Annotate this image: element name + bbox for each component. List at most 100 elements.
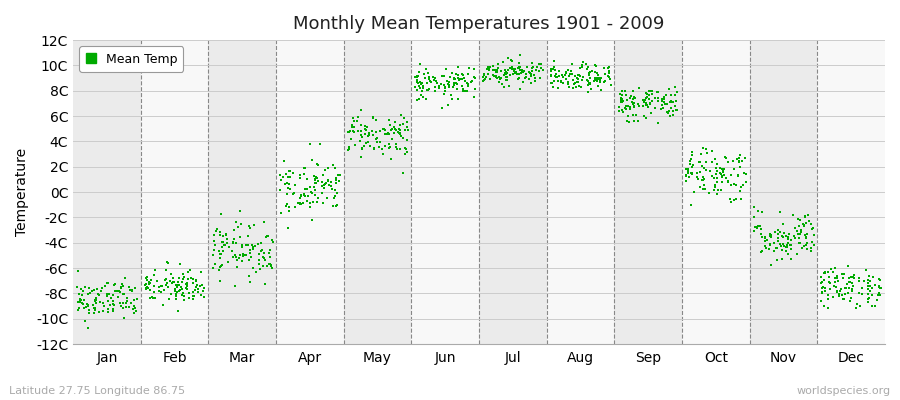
Point	[729, 196, 743, 202]
Point	[670, 98, 684, 104]
Point	[455, 87, 470, 94]
Point	[614, 99, 628, 106]
Point	[632, 85, 646, 91]
Point	[117, 315, 131, 321]
Point	[513, 67, 527, 73]
Point	[305, 216, 320, 223]
Point	[644, 88, 659, 94]
Point	[707, 174, 722, 181]
Point	[454, 76, 469, 82]
Point	[832, 292, 846, 299]
Point	[615, 96, 629, 102]
Point	[827, 283, 842, 289]
Point	[559, 69, 573, 75]
Point	[175, 284, 189, 290]
Point	[398, 127, 412, 134]
Point	[207, 247, 221, 253]
Point	[804, 248, 818, 255]
Point	[342, 143, 356, 150]
Point	[282, 208, 296, 214]
Point	[571, 72, 585, 78]
Point	[764, 261, 778, 268]
Point	[166, 275, 180, 281]
Point	[168, 282, 183, 288]
Point	[284, 174, 298, 180]
Point	[863, 278, 878, 284]
Point	[226, 254, 240, 260]
Point	[106, 302, 121, 308]
Point	[708, 156, 723, 162]
Point	[525, 64, 539, 71]
Point	[669, 107, 683, 113]
Point	[158, 276, 173, 282]
Point	[594, 75, 608, 81]
Point	[332, 178, 347, 184]
Point	[210, 226, 224, 232]
Point	[727, 196, 742, 203]
Point	[123, 287, 138, 293]
Point	[830, 272, 844, 279]
Point	[236, 251, 250, 258]
Point	[725, 158, 740, 164]
Point	[366, 115, 381, 122]
Point	[461, 82, 475, 89]
Point	[328, 202, 343, 209]
Point	[832, 293, 846, 300]
Point	[564, 68, 579, 74]
Point	[292, 175, 307, 181]
Point	[247, 222, 261, 228]
Point	[806, 224, 820, 231]
Point	[230, 257, 245, 264]
Point	[393, 122, 408, 129]
Point	[449, 81, 464, 88]
Point	[754, 208, 769, 215]
Point	[816, 284, 831, 290]
Point	[75, 292, 89, 298]
Point	[503, 56, 517, 63]
Point	[651, 120, 665, 126]
Point	[651, 95, 665, 102]
Point	[257, 255, 272, 261]
Point	[834, 270, 849, 277]
Point	[505, 64, 519, 71]
Point	[422, 74, 436, 81]
Point	[623, 95, 637, 101]
Point	[238, 252, 253, 258]
Point	[206, 265, 220, 271]
Point	[792, 240, 806, 246]
Point	[420, 86, 435, 93]
Point	[697, 177, 711, 183]
Point	[411, 83, 426, 90]
Point	[105, 301, 120, 307]
Point	[478, 76, 492, 82]
Point	[829, 275, 843, 282]
Point	[411, 80, 426, 86]
Point	[685, 164, 699, 170]
Point	[510, 76, 525, 82]
Point	[273, 186, 287, 193]
Point	[519, 71, 534, 78]
Point	[368, 136, 382, 142]
Point	[581, 70, 596, 76]
Point	[179, 281, 194, 287]
Point	[140, 284, 154, 290]
Point	[141, 281, 156, 288]
Point	[643, 88, 657, 94]
Point	[447, 76, 462, 83]
Point	[814, 290, 829, 296]
Point	[400, 124, 414, 130]
Point	[525, 68, 539, 74]
Point	[494, 74, 508, 81]
Point	[828, 275, 842, 282]
Point	[367, 145, 382, 151]
Point	[441, 81, 455, 88]
Point	[176, 290, 190, 296]
Point	[513, 86, 527, 92]
Point	[263, 247, 277, 254]
Point	[341, 145, 356, 152]
Point	[767, 240, 781, 246]
Point	[148, 295, 162, 301]
Point	[869, 297, 884, 303]
Point	[77, 318, 92, 325]
Point	[328, 187, 342, 194]
